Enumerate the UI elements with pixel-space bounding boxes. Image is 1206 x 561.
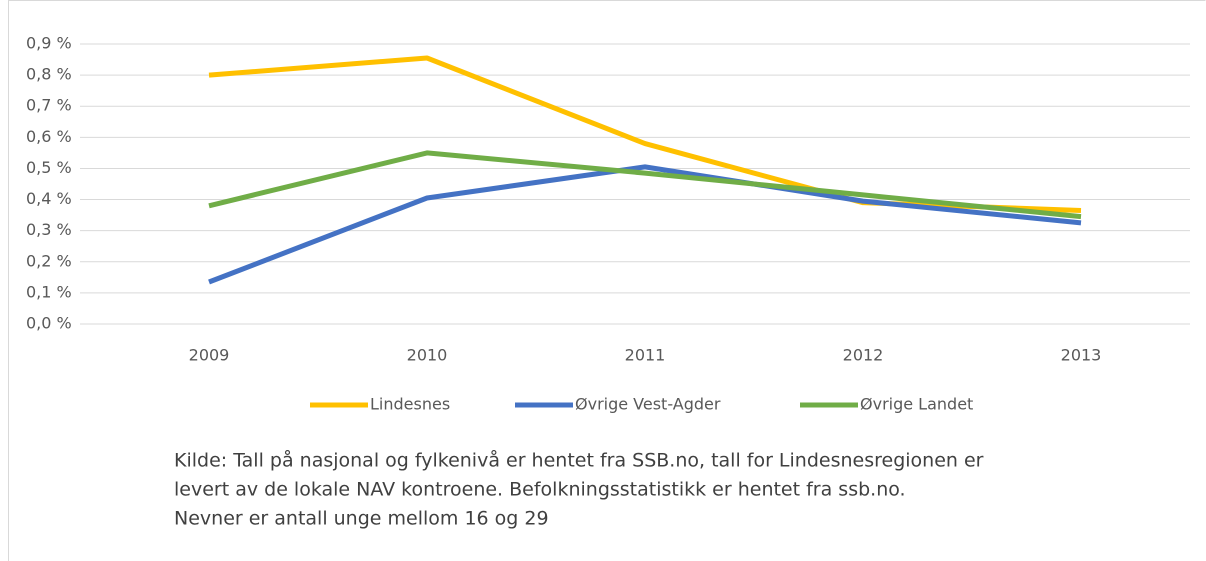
y-tick-label: 0,1 % xyxy=(26,282,72,301)
source-note: levert av de lokale NAV kontroene. Befol… xyxy=(174,479,906,501)
legend-label: Øvrige Vest-Agder xyxy=(575,395,721,414)
y-tick-label: 0,6 % xyxy=(26,127,72,146)
x-tick-label: 2012 xyxy=(843,346,884,365)
series-line xyxy=(208,150,1082,220)
legend-label: Lindesnes xyxy=(370,395,450,414)
y-tick-label: 0,3 % xyxy=(26,220,72,239)
x-tick-label: 2009 xyxy=(189,346,230,365)
y-tick-label: 0,2 % xyxy=(26,251,72,270)
source-note: Kilde: Tall på nasjonal og fylkenivå er … xyxy=(174,449,984,472)
y-tick-label: 0,8 % xyxy=(26,65,72,84)
y-tick-label: 0,5 % xyxy=(26,158,72,177)
chart-frame xyxy=(8,0,1206,561)
y-tick-label: 0,0 % xyxy=(26,314,72,333)
y-tick-label: 0,9 % xyxy=(26,34,72,53)
x-tick-label: 2010 xyxy=(407,346,448,365)
y-tick-label: 0,4 % xyxy=(26,189,72,208)
source-note: Nevner er antall unge mellom 16 og 29 xyxy=(174,508,549,530)
legend-label: Øvrige Landet xyxy=(860,395,973,414)
series-line xyxy=(208,164,1082,285)
x-tick-label: 2013 xyxy=(1061,346,1102,365)
y-tick-label: 0,7 % xyxy=(26,96,72,115)
x-tick-label: 2011 xyxy=(625,346,666,365)
series-line xyxy=(208,55,1082,213)
